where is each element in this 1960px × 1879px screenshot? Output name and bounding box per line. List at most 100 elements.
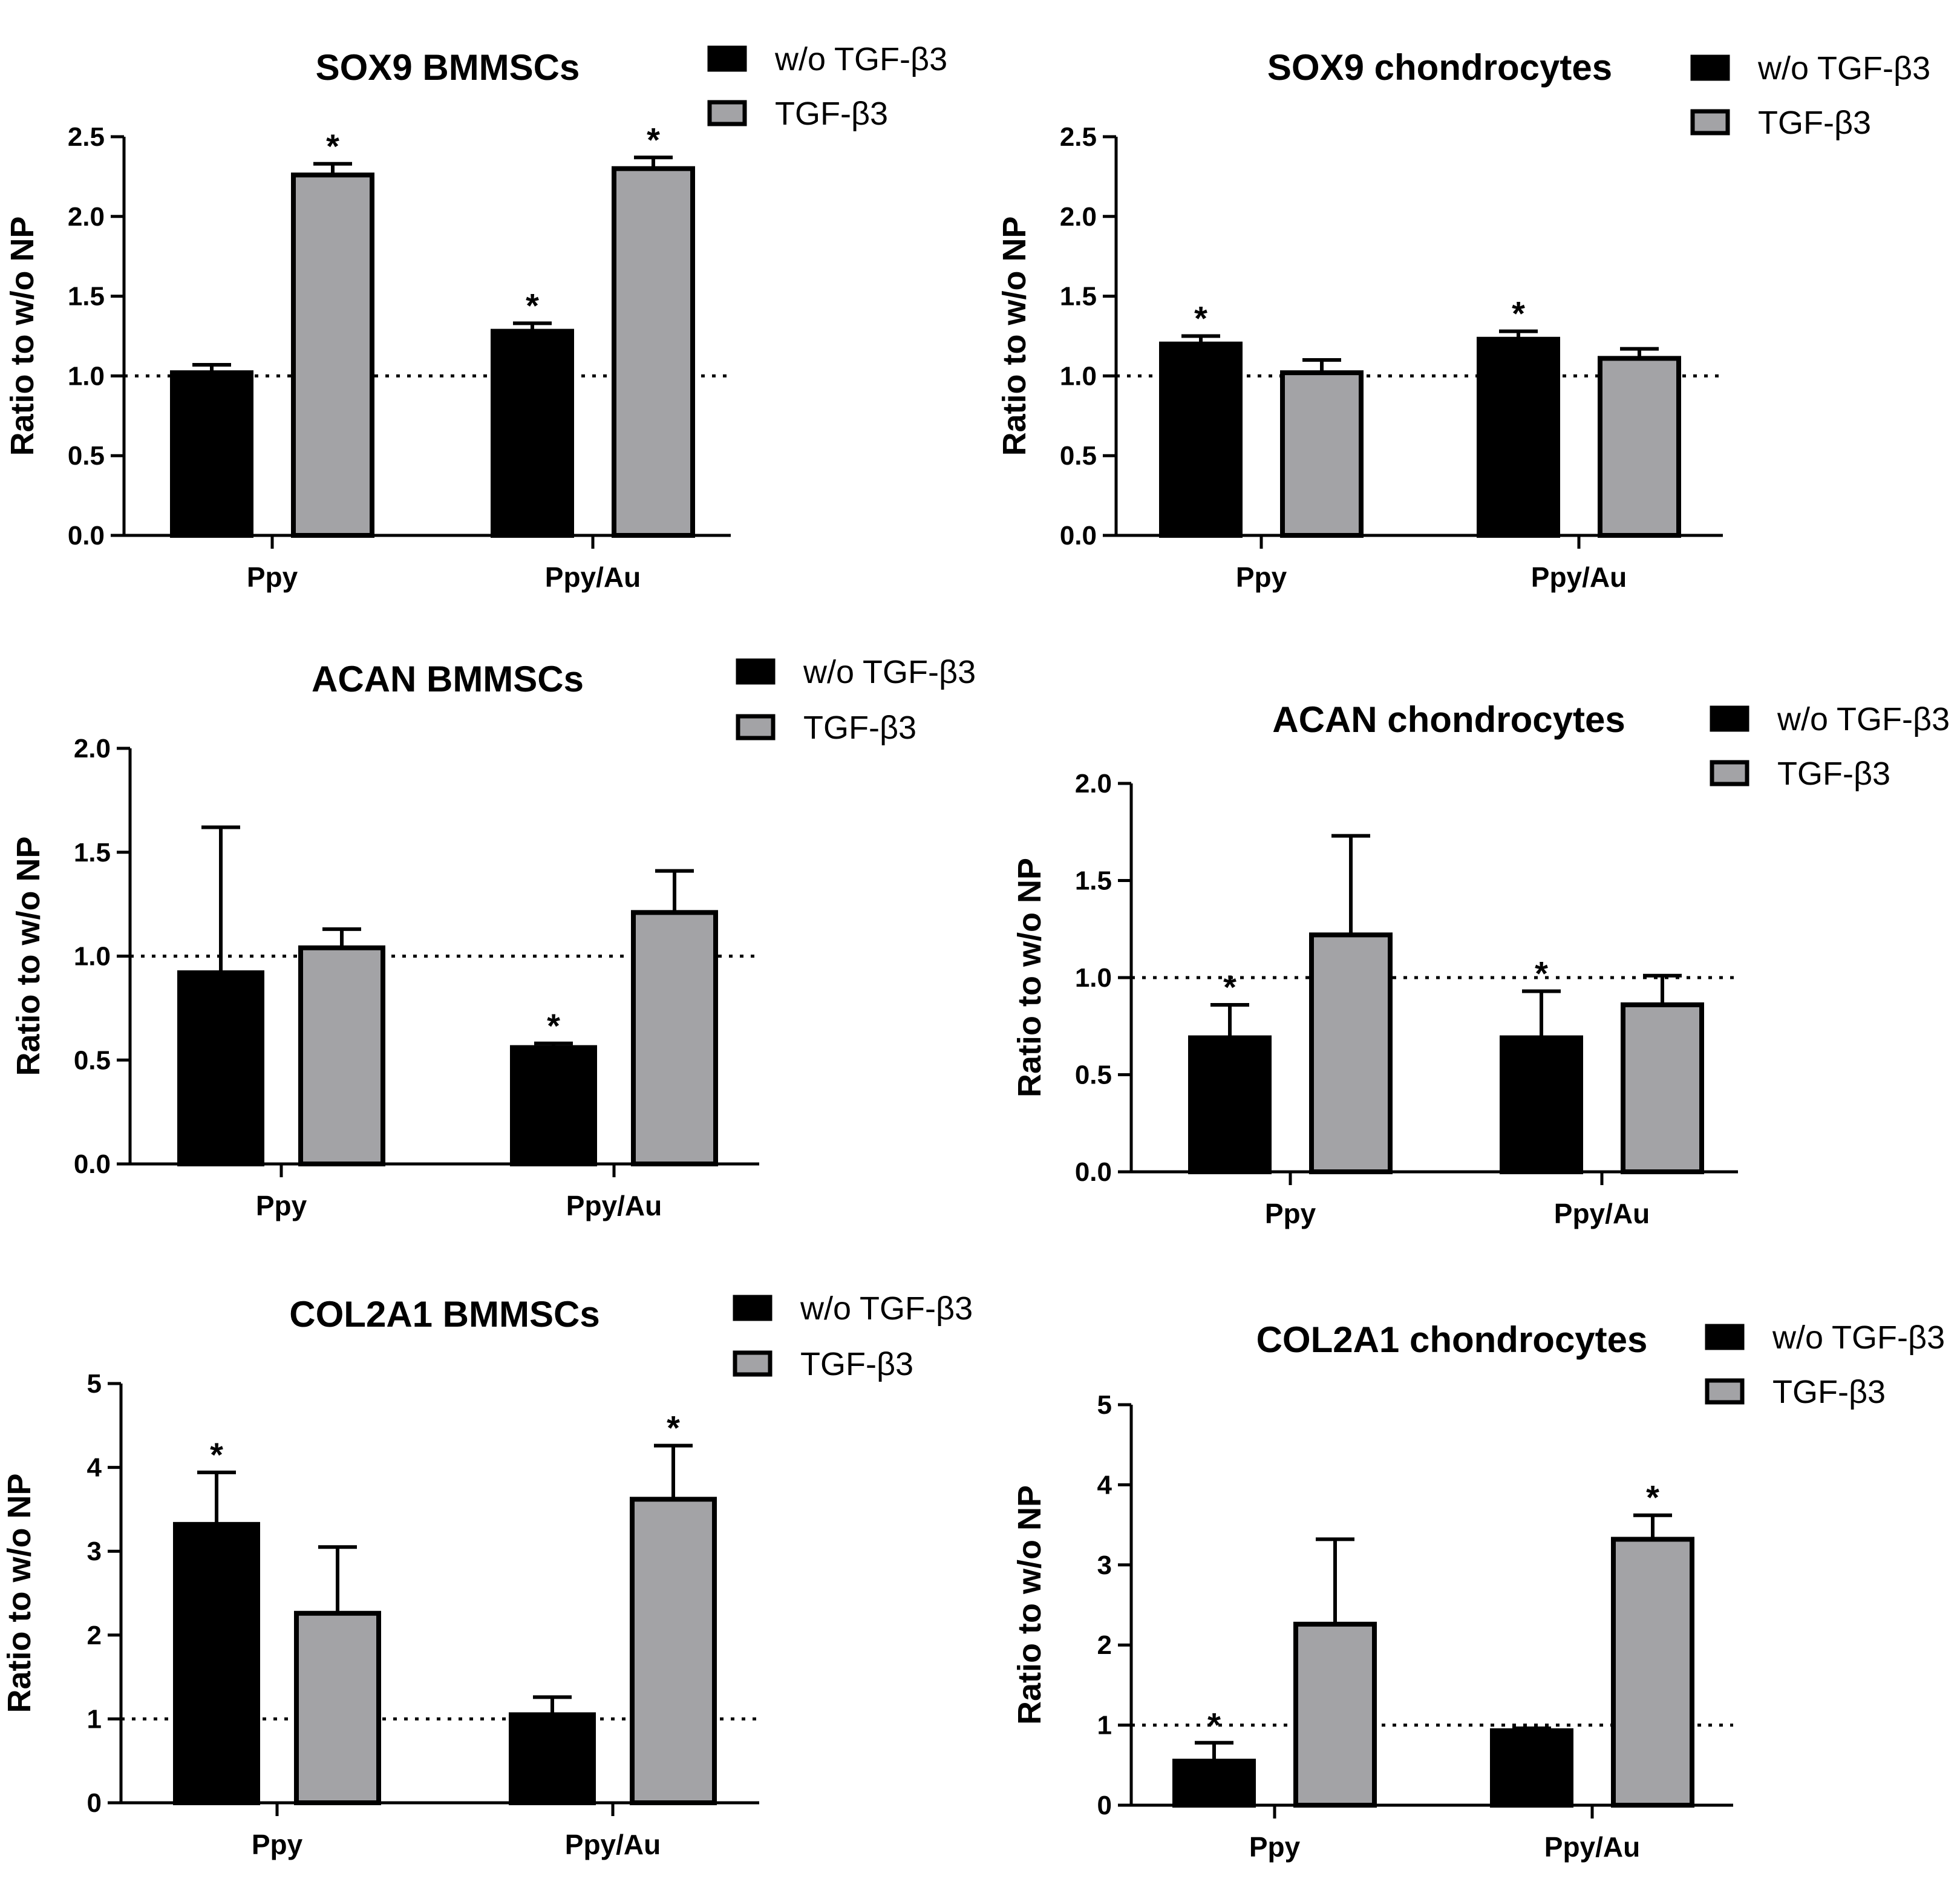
x-tick-label: Ppy [1236,561,1287,593]
y-tick-label: 0.0 [1060,521,1097,551]
y-tick-label: 1.5 [1075,866,1112,896]
bar [1188,1035,1272,1175]
bar [612,166,695,538]
y-tick-label: 5 [1097,1390,1112,1420]
bar [173,1521,260,1805]
y-tick-label: 2 [87,1621,102,1650]
bar [510,1045,597,1167]
legend-swatch [1705,1378,1745,1405]
legend-swatch [736,658,776,685]
legend-swatch [707,100,747,126]
bar [1172,1759,1256,1808]
chart-panel-6: COL2A1 chondrocytes Ratio to w/o NP * Ppy * P… [1011,1319,1945,1863]
x-tick-label: Ppy/Au [1544,1831,1640,1863]
y-tick-label: 0.5 [74,1045,111,1075]
x-tick-label: Ppy [247,561,298,593]
bar [294,1610,381,1805]
y-axis-label: Ratio to w/o NP [996,217,1033,456]
y-axis-label: Ratio to w/o NP [4,217,41,456]
y-tick-label: 1.0 [74,942,111,972]
legend-swatch [1710,760,1749,786]
legend-label: w/o TGF-β3 [1772,1319,1945,1356]
significance-star: * [1223,968,1236,1006]
y-tick-label: 5 [87,1369,102,1399]
y-tick-label: 2.0 [74,734,111,763]
legend-swatch [733,1350,773,1377]
bar [1500,1035,1583,1175]
chart-panel-5: COL2A1 BMMSCs Ratio to w/o NP * Ppy * Ppy/Au 0… [1,1290,973,1860]
significance-star: * [647,120,660,158]
y-tick-label: 2.0 [1075,769,1112,799]
significance-star: * [667,1409,680,1447]
legend-label: TGF-β3 [1772,1374,1886,1410]
bar [1293,1621,1377,1808]
y-tick-label: 1.5 [1060,282,1097,312]
y-tick-label: 1.0 [1075,963,1112,993]
significance-star: * [210,1436,223,1474]
legend-label: w/o TGF-β3 [803,654,976,690]
x-tick-label: Ppy [1265,1198,1316,1229]
y-axis-label: Ratio to w/o NP [10,837,47,1076]
chart-panel-2: SOX9 chondrocytes Ratio to w/o NP * Ppy * Ppy… [996,47,1930,593]
y-tick-label: 3 [87,1537,102,1566]
legend-swatch [1705,1324,1745,1350]
bar [1280,370,1364,538]
bar [177,970,264,1166]
legend-label: TGF-β3 [1777,756,1890,792]
bar [298,945,385,1166]
bar [1490,1728,1573,1808]
chart-title: COL2A1 chondrocytes [1256,1319,1648,1360]
legend-swatch [733,1295,773,1321]
x-tick-label: Ppy/Au [566,1190,662,1221]
legend-swatch [1690,109,1730,136]
chart-title: SOX9 BMMSCs [316,47,580,88]
bar [1159,341,1243,538]
y-tick-label: 1.5 [68,282,105,312]
y-tick-label: 1 [1097,1711,1112,1740]
bar [1611,1537,1694,1808]
significance-star: * [526,286,539,324]
significance-star: * [547,1007,560,1045]
y-tick-label: 0.5 [68,441,105,471]
legend-label: TGF-β3 [1758,105,1871,141]
x-tick-label: Ppy/Au [565,1829,661,1860]
bar [491,328,574,538]
y-tick-label: 0.5 [1075,1060,1112,1090]
legend-swatch [736,714,776,740]
y-tick-label: 0 [1097,1791,1112,1820]
legend-swatch [707,45,747,72]
x-tick-label: Ppy/Au [1554,1198,1650,1229]
significance-star: * [1646,1479,1659,1517]
chart-title: SOX9 chondrocytes [1267,47,1612,88]
significance-star: * [1512,295,1525,333]
chart-panel-3: ACAN BMMSCs Ratio to w/o NP Ppy * Ppy/Au 0.0 0… [10,654,976,1221]
y-tick-label: 2.0 [68,202,105,232]
x-tick-label: Ppy [252,1829,303,1860]
legend-label: w/o TGF-β3 [1777,701,1950,737]
y-tick-label: 1 [87,1704,102,1734]
legend-label: TGF-β3 [775,96,888,132]
bar [509,1712,596,1805]
y-tick-label: 0.0 [68,521,105,551]
y-tick-label: 0.5 [1060,441,1097,471]
legend-label: TGF-β3 [803,710,916,746]
x-tick-label: Ppy/Au [545,561,641,593]
y-tick-label: 2.5 [1060,122,1097,152]
bar [1477,336,1560,538]
y-axis-label: Ratio to w/o NP [1,1474,38,1713]
x-tick-label: Ppy [256,1190,307,1221]
bar [1621,1002,1704,1174]
chart-title: COL2A1 BMMSCs [289,1294,599,1335]
y-tick-label: 1.0 [68,361,105,391]
y-tick-label: 0 [87,1788,102,1818]
y-tick-label: 4 [1097,1470,1112,1500]
y-tick-label: 0.0 [74,1149,111,1179]
x-tick-label: Ppy [1249,1831,1301,1863]
chart-title: ACAN BMMSCs [312,659,584,699]
chart-panel-1: SOX9 BMMSCs Ratio to w/o NP * Ppy * * Ppy/Au 0.… [4,41,947,593]
bar [630,1497,717,1806]
y-tick-label: 2 [1097,1630,1112,1660]
y-axis-label: Ratio to w/o NP [1011,1485,1048,1725]
legend-swatch [1690,54,1730,81]
